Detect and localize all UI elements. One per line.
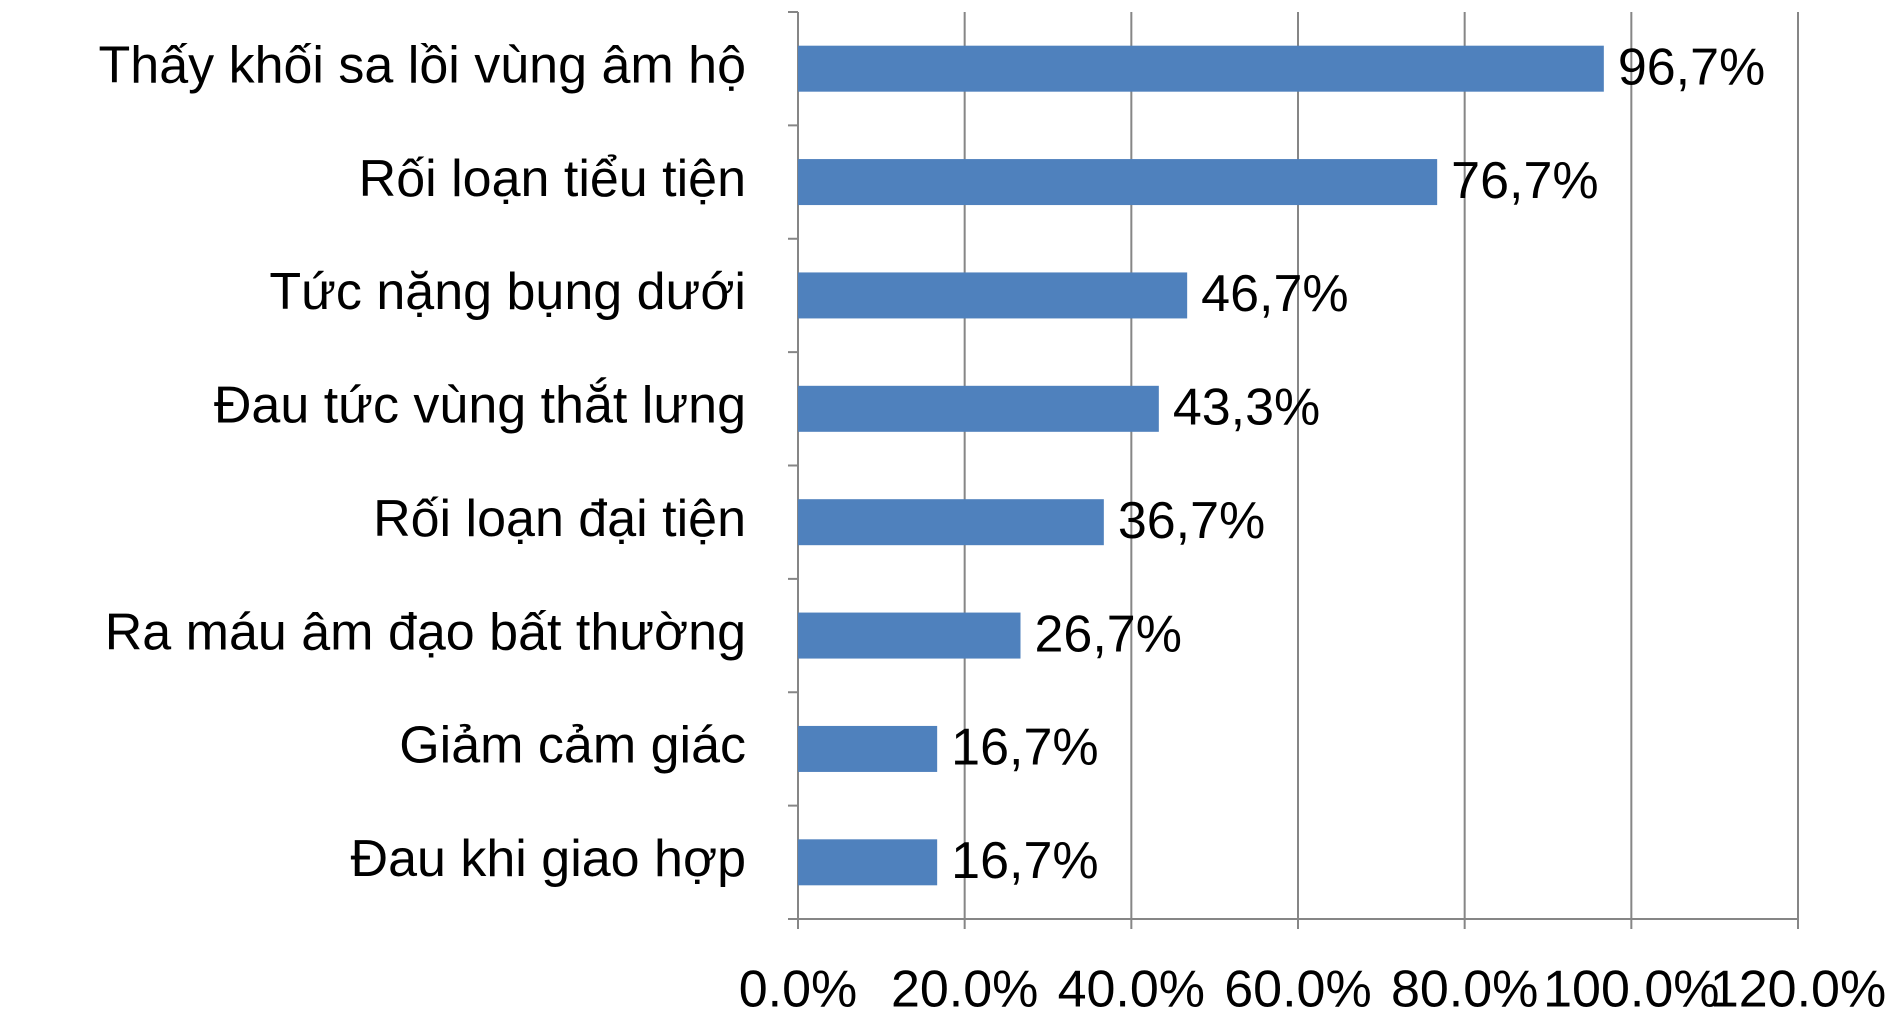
- y-tick-label: Đau tức vùng thắt lưng: [214, 377, 746, 435]
- x-tick-label: 100.0%: [1543, 961, 1719, 1019]
- bar: [798, 159, 1438, 206]
- y-tick-label: Đau khi giao hợp: [351, 830, 746, 888]
- value-label: 76,7%: [1451, 152, 1598, 210]
- bar: [798, 839, 938, 886]
- bar: [798, 272, 1188, 319]
- y-tick-label: Giảm cảm giác: [399, 717, 746, 775]
- y-tick-label: Ra máu âm đạo bất thường: [105, 603, 746, 661]
- value-label: 43,3%: [1173, 379, 1320, 437]
- value-label: 16,7%: [951, 719, 1098, 777]
- y-tick-label: Rối loạn đại tiện: [373, 490, 746, 548]
- value-label: 46,7%: [1201, 265, 1348, 323]
- bar: [798, 612, 1021, 659]
- bar: [798, 725, 938, 772]
- bar: [798, 385, 1159, 432]
- x-tick-label: 40.0%: [1058, 961, 1205, 1019]
- x-tick-label: 0.0%: [739, 961, 858, 1019]
- x-tick-label: 20.0%: [891, 961, 1038, 1019]
- bar: [798, 499, 1104, 546]
- value-label: 96,7%: [1618, 38, 1765, 96]
- x-tick-label: 60.0%: [1224, 961, 1371, 1019]
- y-tick-label: Tức nặng bụng dưới: [269, 263, 746, 321]
- y-tick-label: Rối loạn tiểu tiện: [359, 150, 746, 208]
- x-tick-label: 120.0%: [1710, 961, 1886, 1019]
- y-tick-label: Thấy khối sa lồi vùng âm hộ: [99, 36, 746, 94]
- bar: [798, 45, 1604, 92]
- x-tick-label: 80.0%: [1391, 961, 1538, 1019]
- value-label: 36,7%: [1118, 492, 1265, 550]
- value-label: 16,7%: [951, 832, 1098, 890]
- value-label: 26,7%: [1035, 605, 1182, 663]
